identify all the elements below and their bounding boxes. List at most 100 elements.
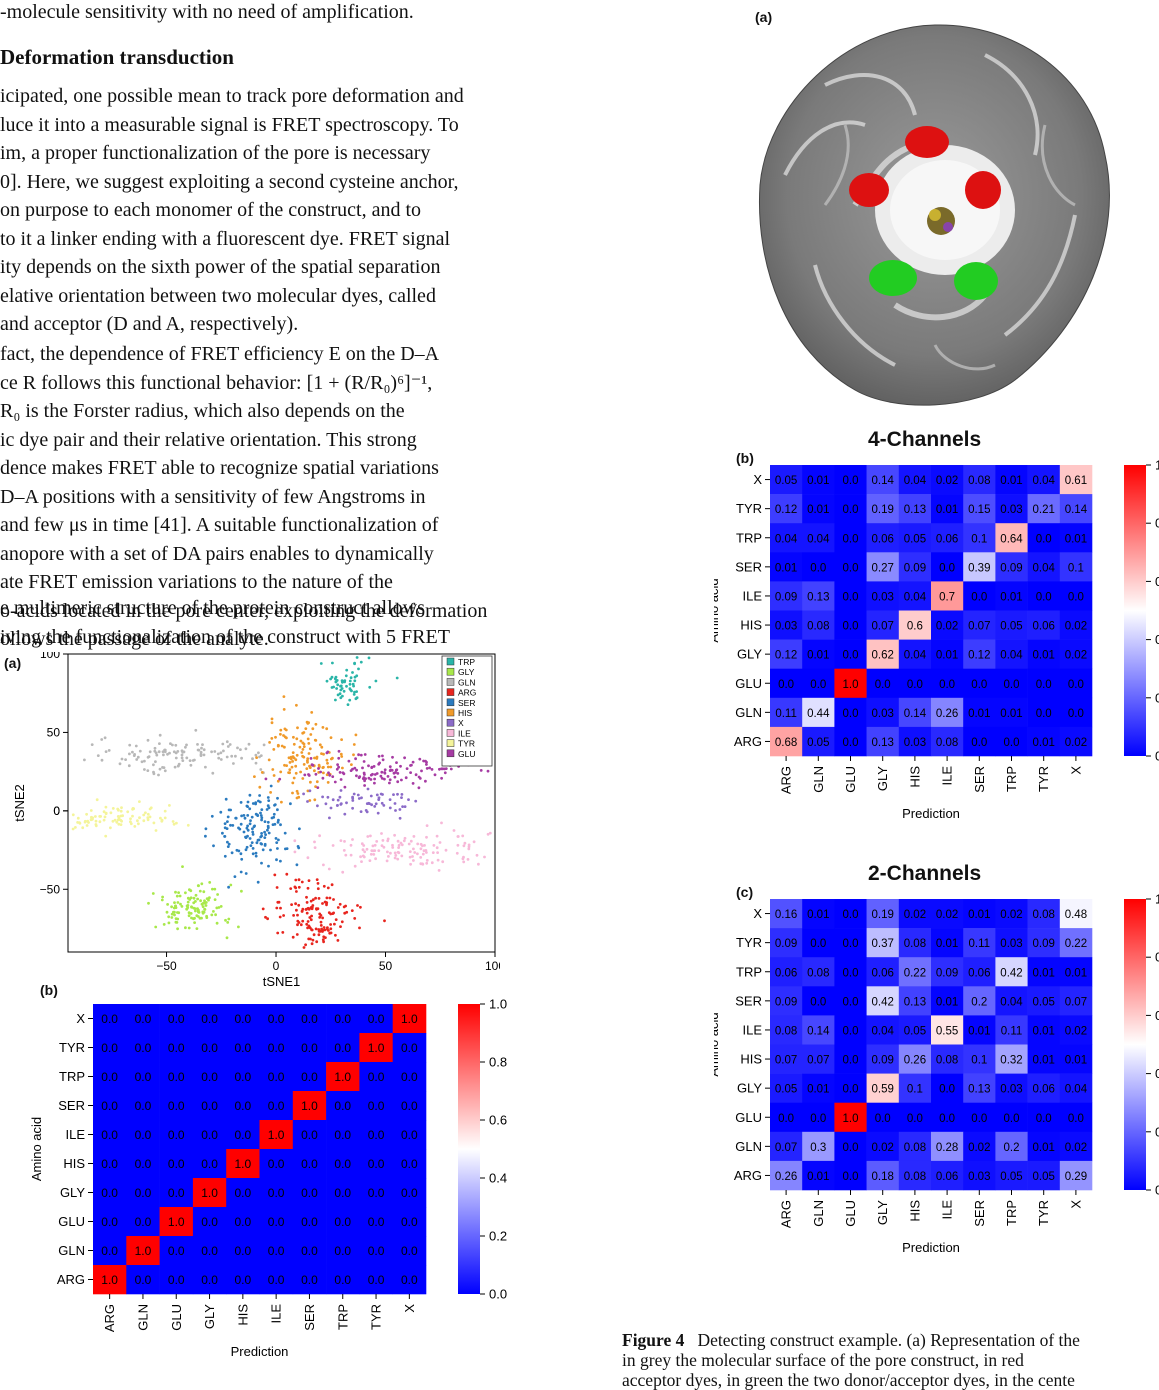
heatmap-cell-value: 0.06 <box>872 533 894 545</box>
scatter-point <box>342 849 346 852</box>
scatter-point <box>189 763 193 767</box>
scatter-point <box>143 759 146 763</box>
scatter-point <box>372 765 376 768</box>
scatter-point <box>263 830 266 834</box>
text-line: R₀ is the Forster radius, which also dep… <box>0 400 405 422</box>
scatter-point <box>483 855 486 859</box>
scatter-point <box>288 761 292 764</box>
scatter-point <box>295 737 299 741</box>
heatmap-cell-value: 0.0 <box>135 1041 152 1055</box>
heatmap-cell-value: 0.05 <box>775 475 797 487</box>
scatter-point <box>283 727 287 731</box>
heatmap-cell-value: 0.05 <box>1000 621 1022 633</box>
heatmap-cell-value: 0.0 <box>843 1142 859 1154</box>
heatmap-cell <box>963 697 996 728</box>
scatter-point <box>279 770 283 774</box>
scatter-point <box>363 773 366 776</box>
scatter-point <box>259 814 263 817</box>
heatmap-cell-value: 0.0 <box>301 1128 318 1142</box>
scatter-point <box>243 816 247 820</box>
scatter-point <box>367 764 370 768</box>
heatmap-cell <box>1059 1160 1093 1191</box>
heatmap-cell <box>931 465 964 495</box>
panel-label-right-a: (a) <box>755 9 773 25</box>
legend-label: GLY <box>458 667 475 677</box>
heatmap-row-arg: 1.0 0.0 0.0 0.0 0.0 0.0 0.0 0.0 0.0 0.0 <box>93 1265 427 1295</box>
heatmap-cell-value: 0.15 <box>968 504 990 516</box>
heatmap-cell-value: 0.21 <box>1033 504 1055 516</box>
scatter-point <box>136 755 140 759</box>
heatmap-cell-value: 0.0 <box>810 679 826 691</box>
heatmap-cell <box>126 1004 160 1034</box>
heatmap-cell-value: 0.08 <box>936 1055 958 1067</box>
scatter-point <box>261 848 265 852</box>
scatter-point <box>269 791 272 794</box>
scatter-point <box>177 762 181 766</box>
heatmap-row-ser: 0.0 0.0 0.0 0.0 0.0 0.0 1.0 0.0 0.0 0.0 <box>93 1091 427 1121</box>
scatter-point <box>187 926 191 930</box>
heatmap-cell-value: 0.0 <box>368 1070 385 1084</box>
heatmap-cell-value: 0.0 <box>843 1171 859 1183</box>
heatmap-cell <box>995 1015 1028 1045</box>
scatter-point <box>322 752 325 756</box>
scatter-point <box>321 776 325 780</box>
scatter-point <box>276 743 280 747</box>
scatter-point <box>285 872 289 876</box>
scatter-point <box>119 823 123 826</box>
heatmap-cell-value: 0.0 <box>301 1215 318 1229</box>
scatter-point <box>317 767 320 770</box>
heatmap-cell <box>192 1004 227 1034</box>
colorbar-tick-label: 0.0 <box>1155 1183 1159 1198</box>
scatter-point <box>244 872 248 875</box>
scatter-point <box>213 887 217 891</box>
heatmap-cell <box>1059 552 1093 582</box>
scatter-point <box>359 855 362 859</box>
scatter-point <box>289 887 293 890</box>
colorbar-tick-label: 0.6 <box>489 1113 507 1128</box>
heatmap-cell-value: 0.0 <box>201 1099 218 1113</box>
scatter-point <box>302 745 306 748</box>
scatter-point <box>316 887 320 891</box>
scatter-point <box>267 831 271 835</box>
text-line: anopore with a set of DA pairs enables t… <box>0 542 434 565</box>
x-tick-label: HIS <box>907 766 922 788</box>
heatmap-cell <box>866 1160 900 1191</box>
heatmap-cell <box>834 1102 867 1133</box>
scatter-point <box>162 753 165 757</box>
scatter-point <box>227 917 231 921</box>
scatter-point <box>212 910 215 913</box>
scatter-point <box>417 786 421 790</box>
text-line: o-acids located in the pore center, expl… <box>0 599 488 622</box>
scatter-point <box>326 761 329 765</box>
scatter-point <box>200 746 203 750</box>
scatter-point <box>291 760 294 763</box>
scatter-point <box>161 895 165 899</box>
scatter-point <box>380 832 383 835</box>
scatter-point <box>300 751 304 754</box>
heatmap-cell-value: 0.0 <box>101 1186 118 1200</box>
scatter-point <box>184 891 187 895</box>
text-line: e multimeric structure of the protein co… <box>0 597 425 619</box>
heatmap-cell-value: 0.0 <box>368 1157 385 1171</box>
scatter-point <box>158 767 162 771</box>
scatter-point <box>400 843 404 847</box>
scatter-point <box>303 773 307 777</box>
scatter-point <box>274 837 278 840</box>
heatmap-cell-value: 0.0 <box>235 1012 252 1026</box>
heatmap-cell <box>1027 1073 1061 1103</box>
scatter-point <box>288 768 292 771</box>
heatmap-cell-value: 0.02 <box>936 621 958 633</box>
scatter-point <box>400 796 403 799</box>
caption-line-2: in grey the molecular surface of the por… <box>622 1350 1024 1370</box>
scatter-point <box>226 921 230 924</box>
heatmap-cell <box>1027 639 1061 669</box>
y-tick-label: X <box>753 472 762 487</box>
scatter-point <box>435 846 439 850</box>
scatter-point <box>308 916 312 919</box>
scatter-point <box>344 853 348 857</box>
scatter-point <box>170 916 174 919</box>
scatter-point <box>257 751 260 755</box>
heatmap-cell <box>770 465 803 495</box>
scatter-point <box>276 820 280 824</box>
scatter-point <box>342 905 346 909</box>
